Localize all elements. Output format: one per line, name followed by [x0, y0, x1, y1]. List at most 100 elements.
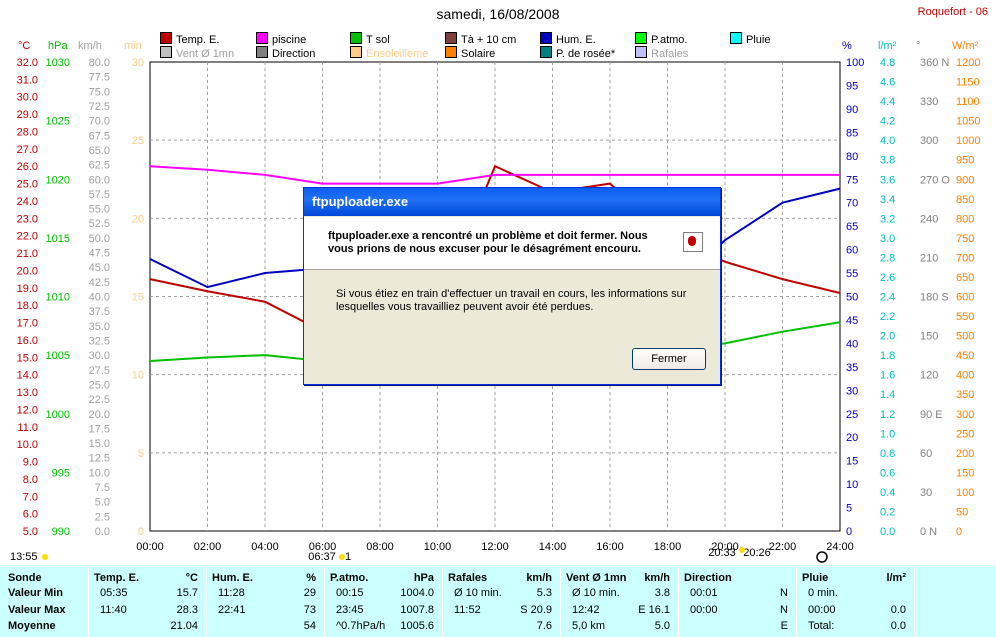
- legend-swatch: [350, 46, 362, 58]
- temp-tick-label: 31.0: [17, 74, 38, 86]
- hum-tick-label: 60: [846, 245, 858, 257]
- solar-tick-label: 950: [956, 155, 974, 167]
- solar-tick-label: 500: [956, 331, 974, 343]
- legend-label: Temp. E.: [176, 34, 220, 46]
- divider: [0, 566, 996, 567]
- time-tick-label: 06:00: [309, 541, 337, 553]
- wind-tick-label: 2.5: [95, 511, 110, 523]
- rain-tick-label: 3.8: [880, 155, 895, 167]
- legend-label: Tà + 10 cm: [461, 34, 517, 46]
- min-tick-label: 25: [132, 135, 144, 147]
- hum-tick-label: 80: [846, 151, 858, 163]
- legend-label: piscine: [272, 34, 307, 46]
- solar-tick-label: 0: [956, 526, 962, 538]
- solar-axis-title: W/m²: [952, 40, 979, 52]
- divider: [88, 565, 89, 637]
- wind-tick-label: 5.0: [95, 497, 110, 509]
- dir-value-cell: N: [780, 604, 788, 616]
- hum-value-cell: 29: [303, 587, 316, 599]
- rain-tick-label: 0.0: [880, 526, 895, 538]
- rain-tick-label: 3.2: [880, 213, 895, 225]
- hum-tick-label: 15: [846, 456, 858, 468]
- rain-tick-label: 0.6: [880, 467, 895, 479]
- rain-tick-label: 4.6: [880, 77, 895, 89]
- temp-tick-label: 15.0: [17, 352, 38, 364]
- wind-tick-label: 67.5: [89, 130, 110, 142]
- legend-item: Rafales: [635, 46, 688, 60]
- wind-value-cell: E 16.1: [638, 604, 670, 616]
- min-tick-label: 0: [138, 526, 144, 538]
- wind-tick-label: 27.5: [89, 365, 110, 377]
- solar-tick-label: 1150: [956, 77, 980, 89]
- dir-tick-label: 90 E: [920, 409, 943, 421]
- rain-tick-label: 3.0: [880, 233, 895, 245]
- temp-tick-label: 12.0: [17, 404, 38, 416]
- temp-value-cell: 21.04: [170, 620, 198, 632]
- dir-axis-title: °: [916, 40, 921, 52]
- sun-icon: [739, 547, 745, 553]
- divider: [678, 565, 679, 637]
- rain-time-cell: 00:00: [808, 604, 836, 616]
- dialog-header: ftpuploader.exe a rencontré un problème …: [304, 217, 720, 270]
- temp-value-cell: 15.7: [176, 587, 198, 599]
- moonrise-time: 13:55: [10, 551, 38, 563]
- rain-tick-label: 1.4: [880, 389, 895, 401]
- hum-tick-label: 40: [846, 338, 858, 350]
- hum-tick-label: 25: [846, 409, 858, 421]
- legend-swatch: [256, 46, 268, 58]
- dir-value-cell: E: [780, 620, 788, 632]
- temp-tick-label: 20.0: [17, 265, 38, 277]
- time-tick-label: 02:00: [194, 541, 222, 553]
- dir-tick-label: 120: [920, 370, 938, 382]
- close-button[interactable]: Fermer: [632, 348, 706, 370]
- solar-tick-label: 850: [956, 194, 974, 206]
- wind-tick-label: 7.5: [95, 482, 110, 494]
- rain-tick-label: 2.0: [880, 331, 895, 343]
- rain-tick-label: 4.8: [880, 57, 895, 69]
- legend-item: Direction: [256, 46, 315, 60]
- solar-tick-label: 600: [956, 292, 974, 304]
- wind-tick-label: 15.0: [89, 438, 110, 450]
- legend-item: P. de rosée*: [540, 46, 615, 60]
- solar-tick-label: 650: [956, 272, 974, 284]
- rain-tick-label: 1.0: [880, 428, 895, 440]
- wind-tick-label: 10.0: [89, 467, 110, 479]
- legend-label: Direction: [272, 48, 316, 60]
- rain-value-cell: 0.0: [890, 604, 906, 616]
- sunrise-marker: 1: [345, 551, 351, 563]
- error-icon: [683, 232, 703, 252]
- row-label: Valeur Min: [8, 587, 64, 599]
- wind-tick-label: 35.0: [89, 321, 110, 333]
- temp-tick-label: 7.0: [23, 491, 38, 503]
- legend-label: Hum. E.: [556, 34, 596, 46]
- legend-item: Tà + 10 cm: [445, 32, 516, 46]
- wind-value-cell: 5.0: [654, 620, 670, 632]
- press-tick-label: 1020: [46, 174, 70, 186]
- press-header: P.atmo.: [330, 572, 369, 584]
- dialog-titlebar[interactable]: ftpuploader.exe: [304, 188, 720, 216]
- temp-tick-label: 25.0: [17, 179, 38, 191]
- temp-header: Temp. E.: [94, 572, 140, 584]
- wind-tick-label: 62.5: [89, 160, 110, 172]
- legend-item: piscine: [256, 32, 306, 46]
- dir-tick-label: 210: [920, 252, 938, 264]
- time-tick-label: 12:00: [481, 541, 509, 553]
- wind-tick-label: 20.0: [89, 409, 110, 421]
- wind-tick-label: 30.0: [89, 350, 110, 362]
- min-axis-title: min: [124, 40, 142, 52]
- wind-tick-label: 77.5: [89, 72, 110, 84]
- legend-swatch: [730, 32, 742, 44]
- press-value-cell: 1007.8: [400, 604, 434, 616]
- solar-tick-label: 700: [956, 252, 974, 264]
- time-tick-label: 04:00: [251, 541, 279, 553]
- legend-item: P.atmo.: [635, 32, 688, 46]
- dir-tick-label: 150: [920, 331, 938, 343]
- solar-tick-label: 350: [956, 389, 974, 401]
- legend-label: T sol: [366, 34, 390, 46]
- temp-tick-label: 13.0: [17, 387, 38, 399]
- wind-tick-label: 25.0: [89, 379, 110, 391]
- wind-tick-label: 65.0: [89, 145, 110, 157]
- wind-tick-label: 45.0: [89, 262, 110, 274]
- legend-label: Pluie: [746, 34, 771, 46]
- min-tick-label: 20: [132, 213, 144, 225]
